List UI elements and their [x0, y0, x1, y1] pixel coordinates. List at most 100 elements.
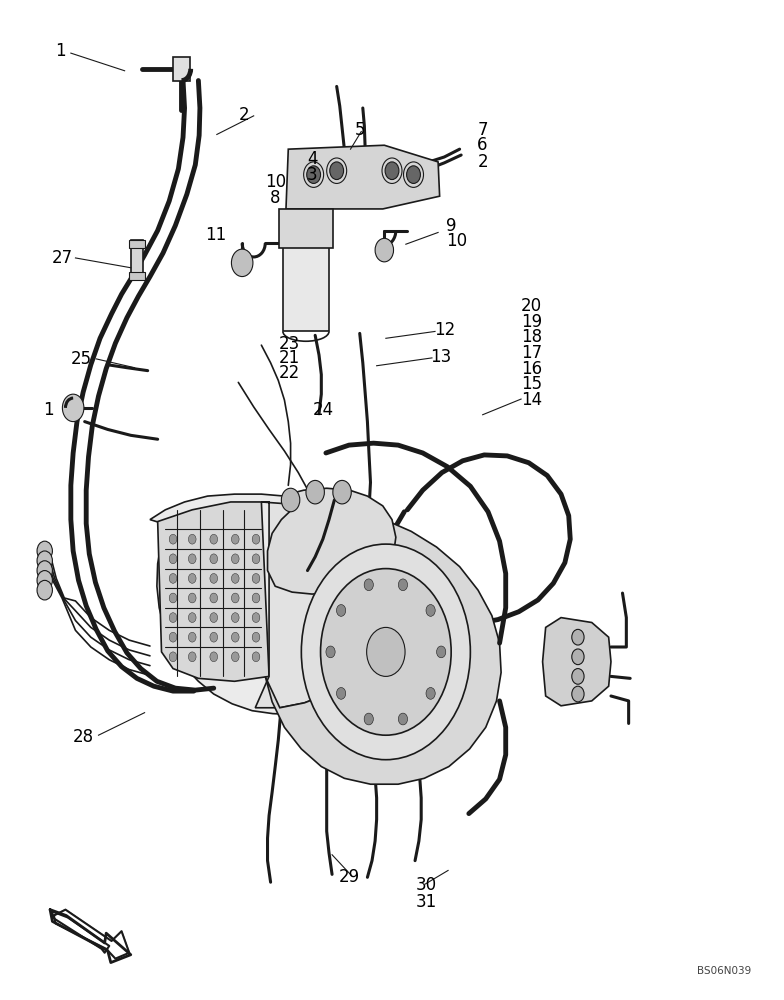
Circle shape — [321, 569, 451, 735]
Text: 2: 2 — [477, 153, 488, 171]
Polygon shape — [267, 488, 396, 594]
Text: 31: 31 — [416, 893, 437, 911]
Text: 15: 15 — [521, 375, 543, 393]
Circle shape — [231, 249, 253, 277]
Circle shape — [210, 632, 218, 642]
Circle shape — [333, 480, 351, 504]
Circle shape — [426, 605, 435, 616]
Bar — [283, 243, 329, 331]
Circle shape — [63, 394, 84, 422]
Circle shape — [330, 162, 343, 180]
Circle shape — [385, 162, 399, 180]
Circle shape — [367, 627, 405, 676]
Circle shape — [210, 593, 218, 603]
Circle shape — [375, 238, 394, 262]
Circle shape — [37, 541, 53, 561]
Circle shape — [252, 574, 260, 583]
Circle shape — [364, 713, 373, 725]
Circle shape — [188, 632, 196, 642]
Circle shape — [188, 574, 196, 583]
Circle shape — [231, 593, 239, 603]
Polygon shape — [50, 910, 131, 963]
Circle shape — [437, 646, 446, 658]
Circle shape — [326, 646, 335, 658]
Circle shape — [231, 574, 239, 583]
Text: 30: 30 — [416, 876, 437, 894]
Text: 17: 17 — [521, 344, 543, 362]
Text: 1: 1 — [43, 401, 54, 419]
Text: 7: 7 — [477, 121, 488, 139]
Circle shape — [188, 613, 196, 622]
Circle shape — [188, 652, 196, 662]
Text: 19: 19 — [521, 313, 543, 331]
Circle shape — [231, 613, 239, 622]
Text: 24: 24 — [312, 401, 333, 419]
Circle shape — [252, 534, 260, 544]
Polygon shape — [265, 512, 501, 784]
Circle shape — [398, 713, 408, 725]
Circle shape — [188, 554, 196, 564]
Text: 28: 28 — [73, 728, 94, 746]
Bar — [131, 240, 143, 279]
Circle shape — [37, 551, 53, 571]
Polygon shape — [150, 494, 413, 715]
Text: 29: 29 — [339, 868, 360, 886]
Text: 12: 12 — [434, 321, 456, 339]
Circle shape — [37, 580, 53, 600]
Text: BS06N039: BS06N039 — [697, 966, 752, 976]
Bar — [279, 209, 333, 248]
Circle shape — [572, 629, 584, 645]
Circle shape — [572, 669, 584, 684]
Text: 16: 16 — [521, 360, 543, 378]
Polygon shape — [53, 912, 109, 953]
Text: 4: 4 — [307, 150, 318, 168]
Text: 27: 27 — [52, 249, 73, 267]
Circle shape — [231, 652, 239, 662]
Text: 8: 8 — [270, 189, 281, 207]
Polygon shape — [543, 618, 611, 706]
Circle shape — [169, 652, 177, 662]
Circle shape — [336, 605, 346, 616]
Text: 11: 11 — [205, 226, 227, 244]
Circle shape — [336, 687, 346, 699]
Circle shape — [301, 544, 470, 760]
Circle shape — [572, 686, 584, 702]
Text: 5: 5 — [354, 121, 365, 139]
Text: 21: 21 — [278, 349, 299, 367]
Text: 14: 14 — [521, 391, 543, 409]
Circle shape — [252, 613, 260, 622]
Polygon shape — [158, 502, 269, 681]
Text: 18: 18 — [521, 328, 543, 346]
Bar — [129, 240, 144, 248]
Text: 3: 3 — [307, 166, 318, 184]
Circle shape — [231, 632, 239, 642]
Text: 20: 20 — [521, 297, 543, 315]
Circle shape — [210, 554, 218, 564]
Circle shape — [281, 488, 299, 512]
Text: 25: 25 — [71, 350, 93, 368]
Text: 13: 13 — [430, 348, 452, 366]
Circle shape — [231, 554, 239, 564]
Circle shape — [169, 554, 177, 564]
Bar — [129, 272, 144, 279]
Circle shape — [210, 652, 218, 662]
Text: 22: 22 — [278, 364, 299, 382]
Polygon shape — [54, 910, 129, 959]
Circle shape — [169, 593, 177, 603]
Circle shape — [306, 480, 325, 504]
Circle shape — [37, 571, 53, 590]
Circle shape — [252, 652, 260, 662]
Circle shape — [188, 593, 196, 603]
Circle shape — [307, 166, 321, 183]
Circle shape — [169, 613, 177, 622]
Text: 10: 10 — [446, 232, 467, 250]
Circle shape — [572, 649, 584, 665]
Circle shape — [188, 534, 196, 544]
Circle shape — [364, 579, 373, 591]
Circle shape — [252, 554, 260, 564]
Circle shape — [252, 632, 260, 642]
Circle shape — [210, 534, 218, 544]
Circle shape — [407, 166, 420, 183]
Circle shape — [252, 593, 260, 603]
Circle shape — [398, 579, 408, 591]
